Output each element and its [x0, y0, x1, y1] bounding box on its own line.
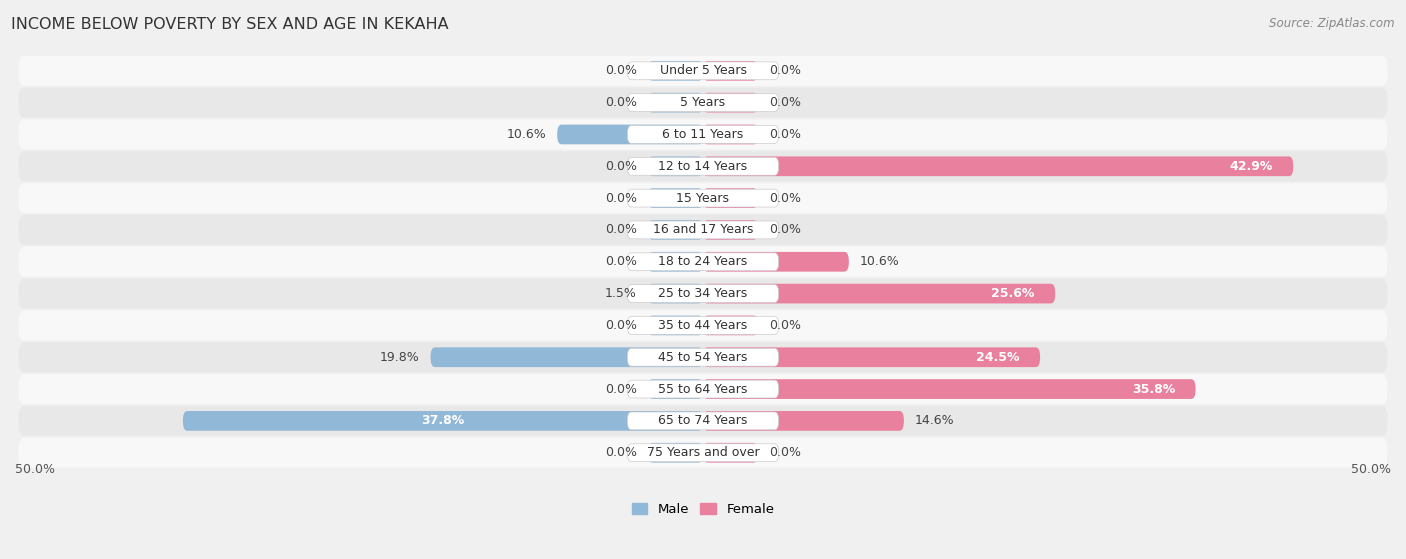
FancyBboxPatch shape [627, 316, 779, 334]
FancyBboxPatch shape [703, 379, 1195, 399]
Text: 35.8%: 35.8% [1132, 382, 1175, 396]
FancyBboxPatch shape [627, 126, 779, 143]
Text: 0.0%: 0.0% [769, 64, 801, 77]
FancyBboxPatch shape [18, 438, 1388, 468]
Legend: Male, Female: Male, Female [626, 498, 780, 522]
Text: 0.0%: 0.0% [769, 96, 801, 109]
FancyBboxPatch shape [18, 247, 1388, 277]
FancyBboxPatch shape [648, 315, 703, 335]
FancyBboxPatch shape [627, 221, 779, 239]
Text: 0.0%: 0.0% [605, 224, 637, 236]
FancyBboxPatch shape [627, 158, 779, 175]
Text: 16 and 17 Years: 16 and 17 Years [652, 224, 754, 236]
FancyBboxPatch shape [430, 347, 703, 367]
FancyBboxPatch shape [18, 278, 1388, 309]
FancyBboxPatch shape [18, 88, 1388, 117]
FancyBboxPatch shape [648, 61, 703, 80]
FancyBboxPatch shape [627, 285, 779, 302]
FancyBboxPatch shape [648, 379, 703, 399]
FancyBboxPatch shape [18, 342, 1388, 372]
FancyBboxPatch shape [18, 215, 1388, 245]
FancyBboxPatch shape [703, 443, 758, 463]
FancyBboxPatch shape [18, 406, 1388, 436]
Text: 24.5%: 24.5% [976, 350, 1019, 364]
Text: 0.0%: 0.0% [605, 382, 637, 396]
Text: 37.8%: 37.8% [422, 414, 464, 428]
FancyBboxPatch shape [703, 157, 1294, 176]
Text: 0.0%: 0.0% [605, 446, 637, 459]
Text: 0.0%: 0.0% [769, 446, 801, 459]
Text: 0.0%: 0.0% [769, 128, 801, 141]
FancyBboxPatch shape [627, 62, 779, 80]
Text: 65 to 74 Years: 65 to 74 Years [658, 414, 748, 428]
FancyBboxPatch shape [557, 125, 703, 144]
Text: 0.0%: 0.0% [605, 64, 637, 77]
FancyBboxPatch shape [648, 157, 703, 176]
FancyBboxPatch shape [627, 348, 779, 366]
FancyBboxPatch shape [703, 125, 758, 144]
FancyBboxPatch shape [627, 380, 779, 398]
Text: 42.9%: 42.9% [1229, 160, 1272, 173]
FancyBboxPatch shape [18, 120, 1388, 149]
FancyBboxPatch shape [648, 252, 703, 272]
Text: 0.0%: 0.0% [769, 319, 801, 332]
Text: 0.0%: 0.0% [605, 160, 637, 173]
FancyBboxPatch shape [183, 411, 703, 431]
Text: 0.0%: 0.0% [605, 96, 637, 109]
FancyBboxPatch shape [627, 94, 779, 112]
FancyBboxPatch shape [703, 347, 1040, 367]
Text: 25.6%: 25.6% [991, 287, 1035, 300]
Text: 50.0%: 50.0% [15, 463, 55, 476]
FancyBboxPatch shape [648, 284, 703, 304]
Text: 50.0%: 50.0% [1351, 463, 1391, 476]
FancyBboxPatch shape [18, 56, 1388, 86]
Text: 10.6%: 10.6% [860, 255, 900, 268]
FancyBboxPatch shape [18, 183, 1388, 213]
FancyBboxPatch shape [703, 315, 758, 335]
Text: 35 to 44 Years: 35 to 44 Years [658, 319, 748, 332]
FancyBboxPatch shape [703, 220, 758, 240]
Text: 75 Years and over: 75 Years and over [647, 446, 759, 459]
Text: 15 Years: 15 Years [676, 192, 730, 205]
Text: 0.0%: 0.0% [605, 192, 637, 205]
Text: 0.0%: 0.0% [605, 255, 637, 268]
Text: 14.6%: 14.6% [915, 414, 955, 428]
FancyBboxPatch shape [627, 412, 779, 430]
FancyBboxPatch shape [18, 310, 1388, 340]
Text: 25 to 34 Years: 25 to 34 Years [658, 287, 748, 300]
Text: 19.8%: 19.8% [380, 350, 419, 364]
FancyBboxPatch shape [627, 253, 779, 271]
FancyBboxPatch shape [703, 61, 758, 80]
FancyBboxPatch shape [627, 189, 779, 207]
Text: INCOME BELOW POVERTY BY SEX AND AGE IN KEKAHA: INCOME BELOW POVERTY BY SEX AND AGE IN K… [11, 17, 449, 32]
Text: Source: ZipAtlas.com: Source: ZipAtlas.com [1270, 17, 1395, 30]
FancyBboxPatch shape [627, 444, 779, 462]
Text: Under 5 Years: Under 5 Years [659, 64, 747, 77]
FancyBboxPatch shape [648, 188, 703, 208]
Text: 10.6%: 10.6% [506, 128, 546, 141]
Text: 45 to 54 Years: 45 to 54 Years [658, 350, 748, 364]
FancyBboxPatch shape [18, 374, 1388, 404]
Text: 6 to 11 Years: 6 to 11 Years [662, 128, 744, 141]
FancyBboxPatch shape [18, 151, 1388, 181]
FancyBboxPatch shape [648, 93, 703, 112]
FancyBboxPatch shape [648, 220, 703, 240]
FancyBboxPatch shape [703, 93, 758, 112]
Text: 0.0%: 0.0% [769, 224, 801, 236]
Text: 5 Years: 5 Years [681, 96, 725, 109]
FancyBboxPatch shape [703, 284, 1056, 304]
FancyBboxPatch shape [703, 188, 758, 208]
FancyBboxPatch shape [703, 411, 904, 431]
Text: 0.0%: 0.0% [769, 192, 801, 205]
Text: 55 to 64 Years: 55 to 64 Years [658, 382, 748, 396]
Text: 1.5%: 1.5% [605, 287, 637, 300]
Text: 12 to 14 Years: 12 to 14 Years [658, 160, 748, 173]
FancyBboxPatch shape [703, 252, 849, 272]
Text: 18 to 24 Years: 18 to 24 Years [658, 255, 748, 268]
Text: 0.0%: 0.0% [605, 319, 637, 332]
FancyBboxPatch shape [648, 443, 703, 463]
